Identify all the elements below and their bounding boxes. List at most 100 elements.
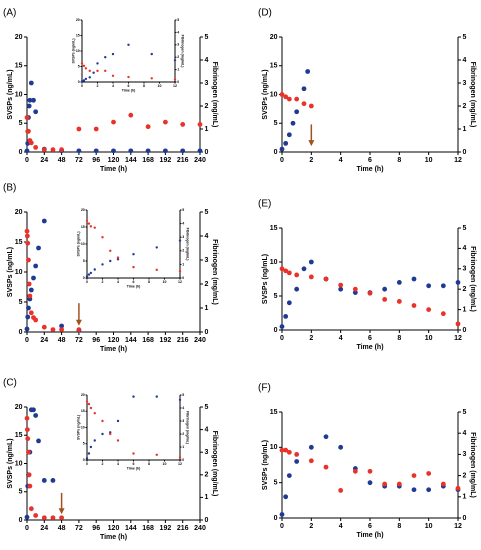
- data-point: [367, 290, 373, 296]
- data-point: [308, 458, 314, 464]
- x-tick-label: 0: [86, 280, 88, 284]
- data-point: [87, 402, 91, 406]
- data-point: [178, 239, 182, 242]
- y-tick-label: 5: [78, 64, 80, 68]
- x-tick-label: 192: [160, 157, 172, 164]
- y2-axis-label: Fibrinogen (mg/mL): [186, 411, 190, 444]
- data-point: [116, 419, 120, 423]
- data-point: [101, 419, 104, 423]
- data-point: [24, 326, 30, 332]
- data-point: [24, 115, 30, 120]
- data-point: [155, 268, 158, 272]
- data-point: [80, 80, 84, 83]
- y-tick-label: 10: [15, 91, 23, 98]
- data-point: [294, 452, 300, 457]
- y2-tick-label: 1: [182, 262, 184, 266]
- data-point: [382, 481, 388, 487]
- data-point: [36, 245, 41, 251]
- y-tick-label: 15: [15, 432, 23, 439]
- data-point: [88, 76, 91, 79]
- y2-tick-label: 1: [463, 126, 467, 133]
- y2-tick-label: 2: [177, 55, 179, 59]
- data-point: [279, 92, 285, 97]
- data-point: [128, 148, 134, 154]
- data-point: [76, 327, 82, 332]
- x-tick-label: 216: [177, 525, 189, 532]
- x-axis-label: Time (h): [100, 346, 127, 353]
- y-tick-label: 5: [19, 489, 23, 496]
- y-tick-label: 15: [270, 63, 278, 70]
- data-point: [338, 286, 344, 292]
- x-tick-label: 8: [397, 523, 401, 530]
- y2-tick-label: 3: [205, 449, 209, 456]
- y2-tick-label: 0: [182, 458, 184, 462]
- y2-tick-label: 0: [177, 80, 179, 84]
- data-point: [26, 305, 31, 311]
- y-axis-label: SVSPs (ng/mL): [76, 231, 80, 256]
- data-point: [127, 43, 130, 46]
- data-point: [155, 453, 158, 456]
- panel-label: (C): [3, 378, 17, 389]
- y-axis-label: SVSPs (ng/mL): [262, 69, 269, 119]
- data-point: [178, 270, 182, 273]
- data-point: [59, 327, 64, 332]
- x-axis-label: Time (h): [127, 284, 141, 288]
- data-point: [155, 246, 158, 249]
- y2-tick-label: 3: [205, 257, 209, 264]
- data-point: [50, 478, 56, 483]
- data-point: [93, 268, 96, 271]
- data-point: [338, 488, 344, 493]
- data-point: [283, 314, 289, 319]
- data-point: [82, 64, 86, 68]
- data-point: [411, 276, 417, 282]
- data-point: [41, 147, 47, 153]
- data-point: [286, 449, 292, 455]
- data-point: [294, 96, 300, 102]
- data-point: [455, 485, 461, 491]
- y-tick-label: 10: [270, 444, 278, 451]
- data-point: [132, 395, 135, 398]
- x-tick-label: 12: [173, 84, 177, 88]
- data-point: [279, 447, 285, 453]
- data-point: [26, 103, 32, 109]
- data-point: [96, 62, 99, 65]
- x-tick-label: 240: [194, 337, 206, 344]
- y2-tick-label: 1: [463, 306, 467, 313]
- data-point: [111, 119, 116, 125]
- data-point: [26, 472, 32, 478]
- x-tick-label: 2: [97, 84, 99, 88]
- x-tick-label: 10: [425, 157, 433, 164]
- y2-tick-label: 3: [205, 80, 209, 87]
- x-tick-label: 24: [40, 525, 48, 532]
- data-point: [24, 415, 30, 421]
- data-point: [323, 434, 329, 440]
- data-point: [283, 447, 289, 453]
- data-point: [128, 112, 134, 118]
- y-axis-label: SVSPs (ng/mL): [7, 247, 14, 297]
- data-point: [150, 52, 153, 56]
- data-point: [116, 439, 120, 442]
- data-point: [87, 452, 91, 455]
- y2-tick-label: 4: [463, 57, 467, 64]
- data-point: [33, 109, 39, 115]
- y2-tick-label: 2: [463, 286, 467, 293]
- y2-tick-label: 3: [463, 80, 467, 87]
- y2-tick-label: 5: [463, 409, 467, 416]
- data-point: [197, 122, 203, 127]
- y2-tick-label: 2: [205, 281, 209, 288]
- data-point: [279, 146, 285, 152]
- x-tick-label: 4: [339, 523, 343, 530]
- y2-tick-label: 2: [182, 432, 184, 436]
- y2-tick-label: 3: [177, 43, 179, 47]
- data-point: [26, 281, 32, 287]
- data-point: [59, 323, 64, 329]
- x-tick-label: 48: [58, 157, 66, 164]
- data-point: [93, 412, 96, 415]
- y2-tick-label: 4: [463, 430, 467, 437]
- y-tick-label: 0: [274, 515, 278, 522]
- y2-tick-label: 2: [182, 249, 184, 253]
- y-tick-label: 15: [81, 409, 85, 413]
- y2-tick-label: 4: [463, 245, 467, 252]
